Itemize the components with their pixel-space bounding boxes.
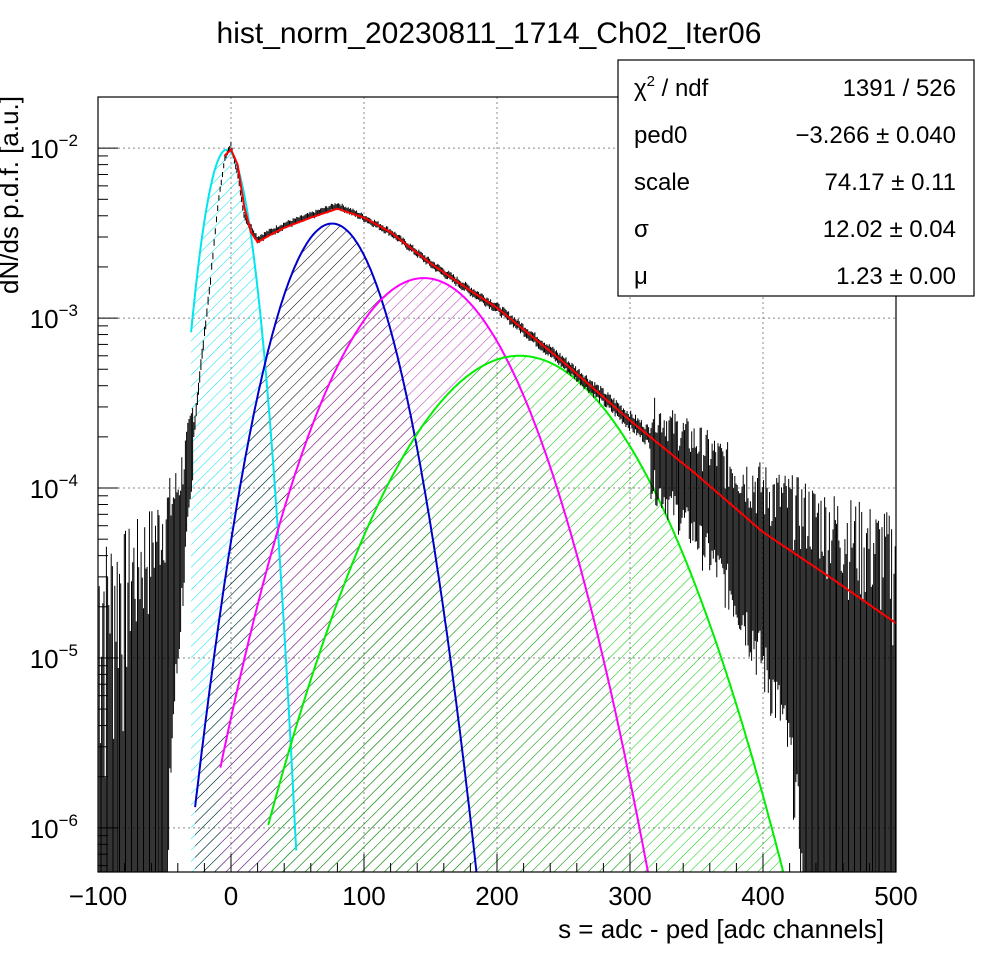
y-tick-label: 10−5: [30, 641, 78, 674]
stats-value: 1391 / 526: [843, 75, 956, 102]
curve-pedestal: [190, 148, 298, 851]
stats-rows: χ2 / ndf 1391 / 526 ped0 −3.266 ± 0.040 scal…: [634, 73, 956, 290]
stats-box: χ2 / ndf 1391 / 526 ped0 −3.266 ± 0.040 scal…: [617, 59, 975, 297]
x-tick-label: 100: [342, 881, 385, 911]
y-axis: 10−6 10−5 10−4 10−3 10−2: [30, 96, 118, 867]
y-tick-label: 10−3: [30, 301, 78, 334]
y-tick-label: 10−6: [30, 811, 78, 844]
curve-3-pe: [267, 354, 785, 872]
stats-box-frame: [617, 59, 975, 297]
stats-label: scale: [634, 169, 690, 196]
x-axis-label: s = adc - ped [adc channels]: [558, 914, 884, 944]
y-tick-label: 10−2: [30, 131, 78, 164]
curve-total-fit: [223, 147, 896, 625]
stats-label: σ: [634, 216, 649, 243]
y-tick-label: 10−4: [30, 471, 78, 504]
stats-value: −3.266 ± 0.040: [795, 122, 956, 149]
fit-curves: [98, 141, 896, 872]
x-tick-label: 300: [608, 881, 651, 911]
x-axis: −100 0 100 200 300 400 500: [69, 854, 918, 911]
fill-3-pe: [268, 355, 787, 872]
chart-title: hist_norm_20230811_1714_Ch02_Iter06: [217, 17, 762, 50]
stats-label: χ2 / ndf: [634, 73, 709, 102]
x-tick-label: 400: [741, 881, 784, 911]
curve-1-pe: [194, 222, 478, 872]
curve-2-pe: [219, 277, 649, 872]
stats-label: μ: [634, 263, 648, 290]
x-tick-label: 0: [224, 881, 238, 911]
stats-label: ped0: [634, 122, 687, 149]
stats-value: 12.02 ± 0.04: [823, 216, 956, 243]
stats-value: 74.17 ± 0.11: [825, 169, 957, 196]
x-tick-label: 500: [874, 881, 917, 911]
x-tick-label: 200: [475, 881, 518, 911]
x-tick-label: −100: [69, 881, 128, 911]
y-axis-label: dN/ds p.d.f. [a.u.]: [0, 96, 24, 294]
stats-value: 1.23 ± 0.00: [836, 263, 956, 290]
component-fills: [191, 149, 787, 872]
